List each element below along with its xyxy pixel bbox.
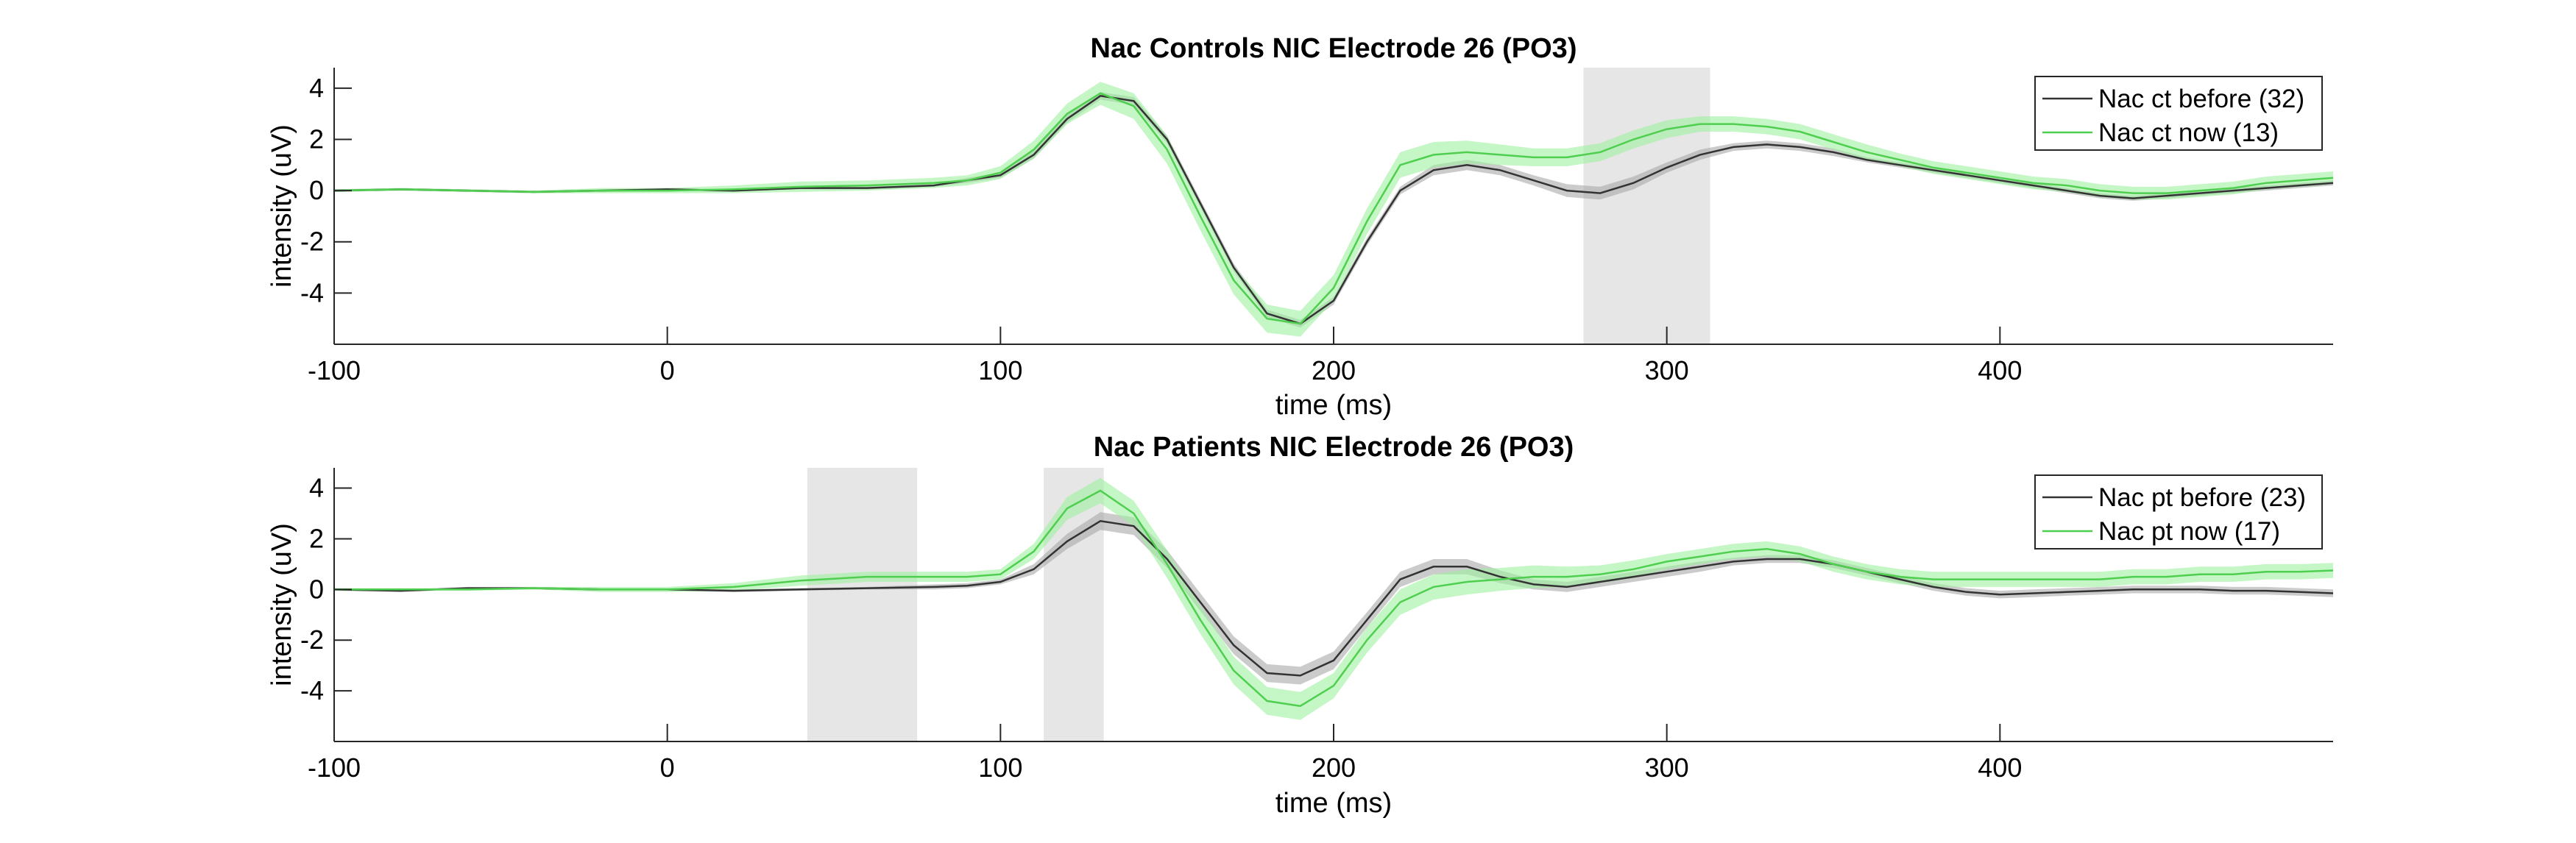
y-tick-label: -4 [300, 675, 324, 705]
x-tick-label: -100 [308, 753, 361, 783]
y-tick-label: 4 [309, 473, 324, 503]
legend: Nac pt before (23) Nac pt now (17) [2034, 474, 2323, 549]
x-tick-label: 300 [1645, 355, 1689, 385]
confidence-band [334, 512, 2333, 685]
series-line [333, 92, 2334, 325]
y-axis-label: intensity (uV) [266, 523, 297, 686]
confidence-band [334, 477, 2333, 720]
y-tick-label: 4 [309, 73, 324, 103]
x-axis-label: time (ms) [1275, 390, 1392, 421]
y-tick-label: 0 [309, 175, 324, 205]
x-tick-label: 0 [660, 355, 675, 385]
x-tick-label: 100 [978, 355, 1022, 385]
confidence-band [334, 82, 2333, 337]
x-tick-label: 300 [1645, 753, 1689, 783]
bottom-panel: Nac Patients NIC Electrode 26 (PO3) time… [266, 432, 2334, 819]
top-panel: Nac Controls NIC Electrode 26 (PO3) time… [266, 33, 2334, 421]
y-tick-label: 2 [309, 124, 324, 154]
x-tick-label: 0 [660, 753, 675, 783]
series-line [333, 94, 2334, 325]
legend-label: Nac pt before (23) [2098, 483, 2306, 512]
legend-box [2034, 474, 2323, 549]
x-tick-label: 200 [1312, 355, 1356, 385]
y-tick-label: 2 [309, 523, 324, 553]
legend-box [2034, 76, 2323, 151]
significance-region [1583, 68, 1710, 344]
plot-area [333, 468, 2334, 741]
y-tick-label: 0 [309, 574, 324, 604]
significance-region [807, 468, 918, 741]
x-tick-label: 200 [1312, 753, 1356, 783]
y-tick-label: -4 [300, 277, 324, 307]
x-axis-label: time (ms) [1275, 788, 1392, 819]
series-line [333, 519, 2334, 677]
confidence-band [334, 92, 2333, 328]
y-axis-label: intensity (uV) [266, 124, 297, 288]
y-tick-label: -2 [300, 625, 324, 655]
legend-label: Nac ct now (13) [2098, 118, 2279, 147]
legend-label: Nac pt now (17) [2098, 517, 2280, 546]
x-tick-label: 400 [1978, 753, 2022, 783]
chart-title: Nac Controls NIC Electrode 26 (PO3) [1091, 33, 1577, 64]
x-tick-label: -100 [308, 355, 361, 385]
series-line [334, 489, 2334, 708]
y-tick-label: -2 [300, 227, 324, 257]
legend-label: Nac ct before (32) [2098, 85, 2304, 113]
chart-title: Nac Patients NIC Electrode 26 (PO3) [1094, 432, 1574, 463]
plot-area [333, 68, 2334, 344]
legend: Nac ct before (32) Nac ct now (13) [2034, 76, 2323, 151]
x-tick-label: 400 [1978, 355, 2022, 385]
x-tick-label: 100 [978, 753, 1022, 783]
